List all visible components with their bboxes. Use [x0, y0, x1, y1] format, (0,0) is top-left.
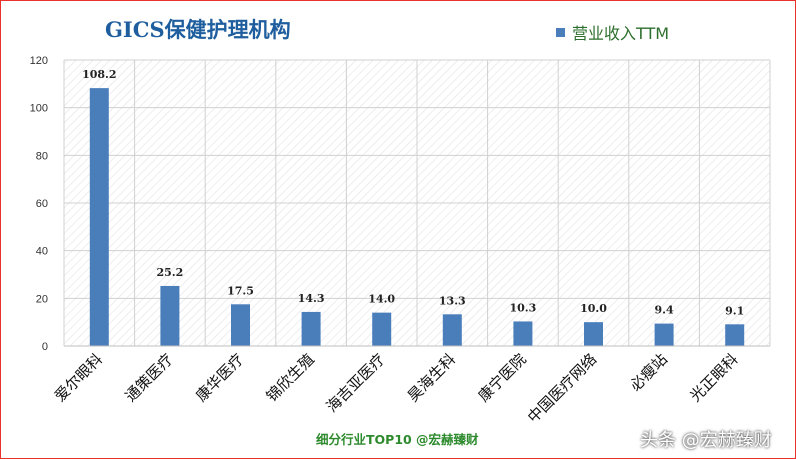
data-label: 17.5 [227, 284, 254, 297]
x-tick-label: 中国医疗网络 [524, 350, 600, 426]
bar [301, 311, 321, 346]
y-tick-label: 0 [42, 341, 48, 353]
data-label: 10.0 [580, 302, 607, 315]
watermark: 头条 @宏赫臻财 [640, 430, 772, 451]
y-tick-label: 100 [30, 103, 48, 115]
x-tick-label: 海吉亚医疗 [323, 350, 389, 416]
data-label: 13.3 [439, 294, 466, 307]
bar [372, 312, 392, 346]
y-tick-label: 80 [36, 150, 48, 162]
x-tick-label: 康宁医院 [475, 350, 530, 405]
legend-label: 营业收入TTM [572, 24, 670, 43]
x-tick-label: 爱尔眼科 [51, 350, 106, 405]
bar [725, 324, 745, 346]
bar [231, 304, 250, 346]
bar [584, 322, 603, 346]
y-tick-label: 20 [36, 293, 48, 305]
legend-swatch [556, 27, 565, 37]
bar [89, 88, 109, 346]
bar [654, 323, 674, 346]
y-tick-label: 60 [36, 198, 48, 210]
bar [160, 285, 180, 346]
x-tick-label: 光正眼科 [686, 350, 741, 405]
chart-title: GICS保健护理机构 [105, 17, 291, 42]
data-label: 108.2 [82, 68, 116, 81]
y-tick-label: 40 [36, 246, 48, 258]
data-label: 9.4 [655, 304, 674, 317]
bar [513, 321, 533, 346]
y-tick-label: 120 [30, 55, 48, 67]
data-label: 25.2 [157, 266, 184, 279]
x-tick-label: 锦欣生殖 [263, 350, 318, 405]
x-tick-label: 通策医疗 [122, 350, 177, 405]
bar [442, 314, 462, 346]
x-tick-label: 康华医疗 [192, 350, 247, 405]
data-label: 14.0 [368, 293, 395, 306]
legend: 营业收入TTM [556, 20, 669, 44]
x-tick-label: 必瘦站 [626, 350, 671, 395]
data-label: 10.3 [510, 301, 537, 314]
footer-credit: 细分行业TOP10 @宏赫臻财 [316, 432, 479, 447]
x-tick-label: 昊海生科 [404, 350, 459, 405]
data-label: 9.1 [725, 304, 744, 317]
data-label: 14.3 [298, 292, 325, 305]
